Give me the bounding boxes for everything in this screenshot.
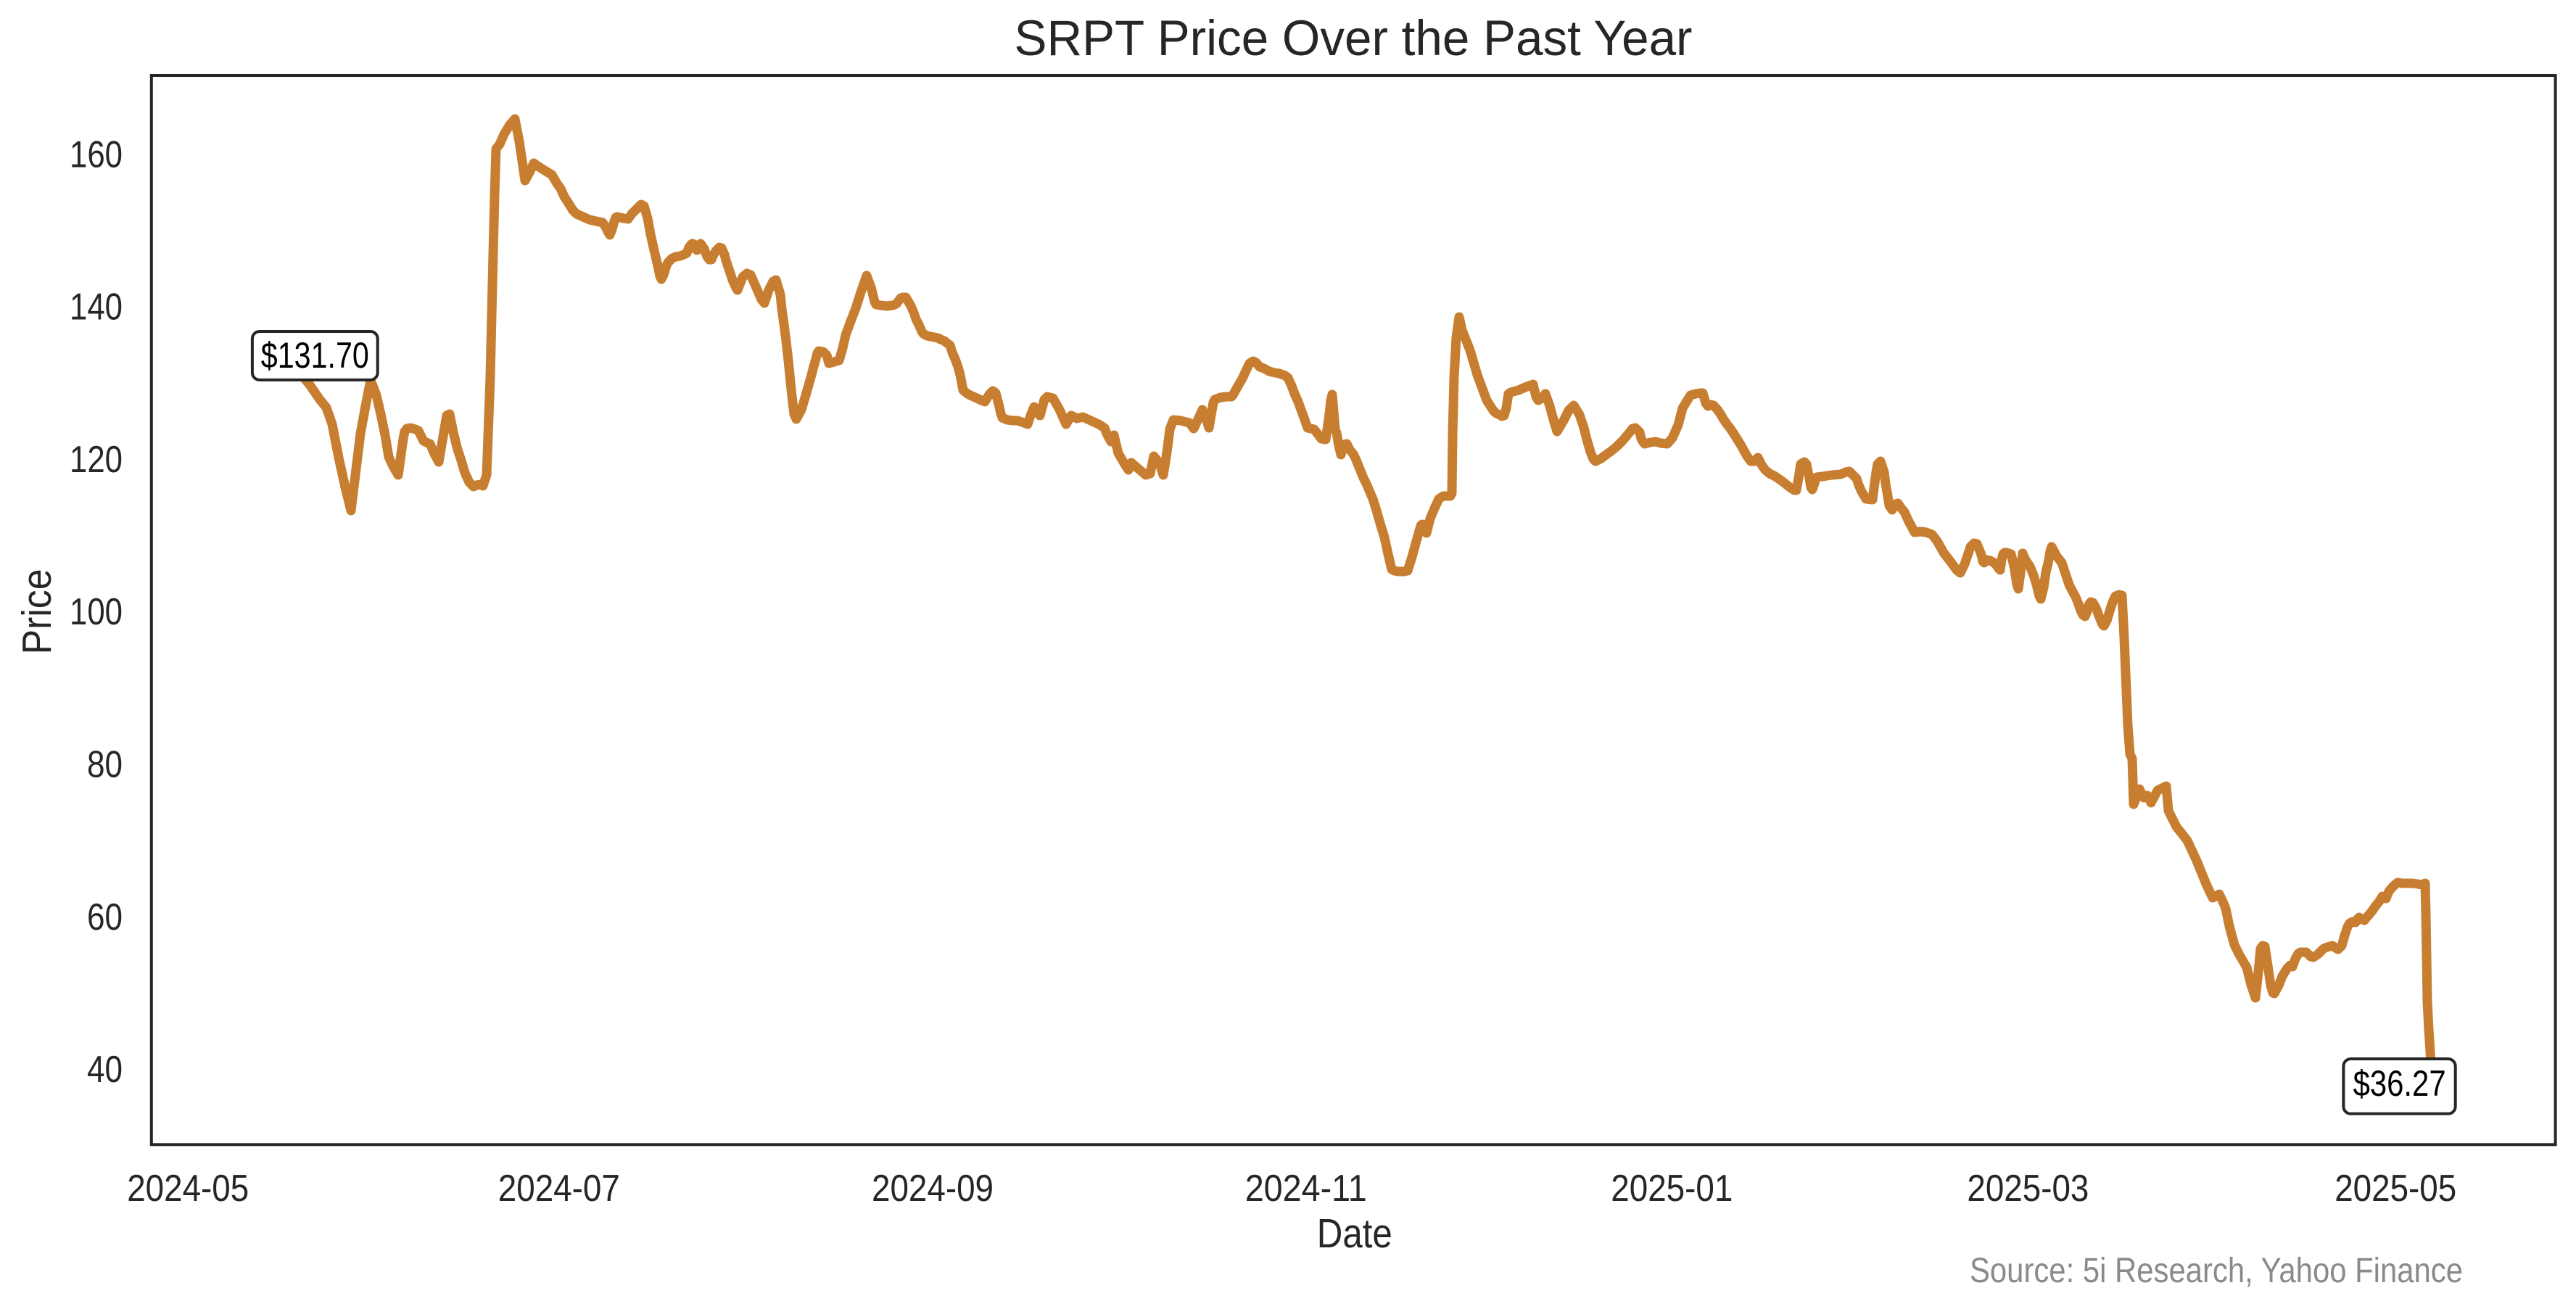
svg-text:120: 120 bbox=[70, 439, 123, 481]
svg-text:60: 60 bbox=[87, 896, 123, 938]
svg-text:SRPT Price Over the Past Year: SRPT Price Over the Past Year bbox=[1015, 10, 1693, 66]
svg-text:Price: Price bbox=[14, 569, 60, 655]
svg-text:2025-01: 2025-01 bbox=[1611, 1168, 1733, 1210]
svg-text:40: 40 bbox=[87, 1049, 123, 1091]
svg-text:Source: 5i Research, Yahoo Fin: Source: 5i Research, Yahoo Finance bbox=[1970, 1252, 2463, 1290]
svg-text:2024-05: 2024-05 bbox=[127, 1168, 249, 1210]
svg-text:140: 140 bbox=[70, 286, 123, 329]
svg-text:160: 160 bbox=[70, 133, 123, 176]
svg-text:$131.70: $131.70 bbox=[261, 335, 369, 376]
svg-text:2024-07: 2024-07 bbox=[498, 1168, 620, 1210]
svg-text:2024-09: 2024-09 bbox=[872, 1168, 994, 1210]
svg-text:Date: Date bbox=[1317, 1210, 1392, 1257]
svg-text:2025-03: 2025-03 bbox=[1967, 1168, 2089, 1210]
svg-text:100: 100 bbox=[70, 591, 123, 633]
svg-text:2024-11: 2024-11 bbox=[1245, 1168, 1367, 1210]
svg-text:$36.27: $36.27 bbox=[2353, 1063, 2446, 1104]
svg-text:2025-05: 2025-05 bbox=[2334, 1168, 2456, 1210]
svg-text:80: 80 bbox=[87, 744, 123, 786]
